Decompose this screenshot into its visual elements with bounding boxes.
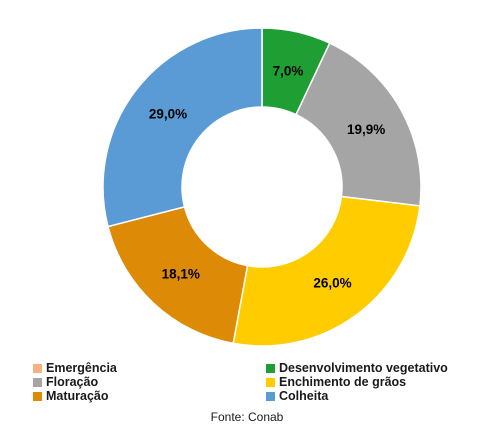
legend-swatch-enchimento-de-graos [266, 377, 275, 387]
legend-item-maturacao: Maturação [33, 388, 109, 404]
slice-labels: 7,0% 19,9% 26,0% 18,1% 29,0% [149, 63, 385, 290]
legend-item-floracao: Floração [33, 374, 98, 390]
legend-label-colheita: Colheita [279, 389, 329, 403]
legend-swatch-colheita [266, 391, 275, 401]
legend-swatch-floracao [33, 377, 42, 387]
slice-label-desenvolvimento-vegetativo: 7,0% [273, 63, 304, 78]
slice-colheita [102, 27, 263, 228]
source-note: Fonte: Conab [210, 410, 284, 424]
legend-label-enchimento-de-graos: Enchimento de grãos [279, 375, 407, 389]
legend-label-emergencia: Emergência [46, 361, 117, 375]
legend-swatch-emergencia [33, 363, 42, 373]
slice-label-enchimento-de-graos: 26,0% [313, 275, 351, 290]
slice-label-floracao: 19,9% [347, 122, 385, 137]
slice-floracao [295, 42, 422, 207]
slice-label-colheita: 29,0% [149, 107, 187, 122]
donut-slices [102, 27, 422, 347]
legend-label-maturacao: Maturação [46, 389, 109, 403]
legend-label-desenvolvimento-vegetativo: Desenvolvimento vegetativo [279, 361, 448, 375]
legend-swatch-maturacao [33, 391, 42, 401]
legend-label-floracao: Floração [46, 375, 99, 389]
legend-item-emergencia: Emergência [33, 360, 117, 376]
legend-item-colheita: Colheita [266, 388, 328, 404]
legend-swatch-desenvolvimento-vegetativo [266, 363, 275, 373]
legend-item-desenvolvimento-vegetativo: Desenvolvimento vegetativo [266, 360, 448, 376]
legend-item-enchimento-de-graos: Enchimento de grãos [266, 374, 406, 390]
slice-maturacao [107, 205, 249, 345]
slice-enchimento-de-graos [232, 195, 421, 347]
slice-label-maturacao: 18,1% [162, 267, 200, 282]
